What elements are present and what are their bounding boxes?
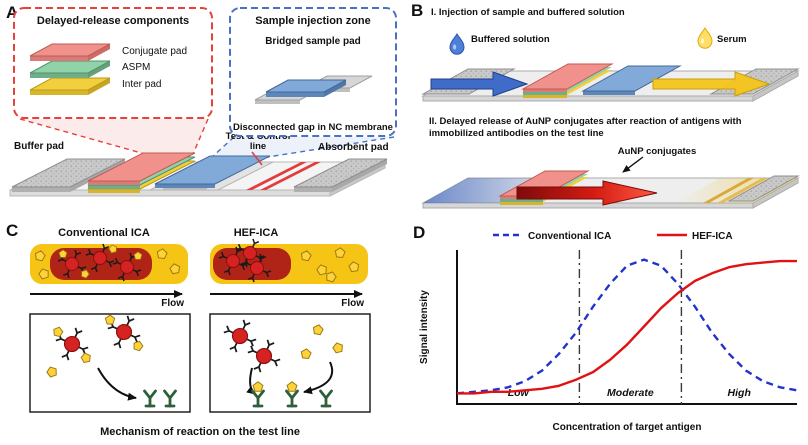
absorbent-pad [293,158,388,192]
panel-d: D Conventional ICA HEF-ICA Signal intens… [413,223,798,433]
buffered-solution-label: Buffered solution [471,34,550,45]
test-control-pointer [251,151,263,166]
conjugate-pad-label: Conjugate pad [122,46,187,57]
test-line-stripe-2 [717,178,768,203]
panel-c-caption: Mechanism of reaction on the test line [100,426,300,438]
bridged-sample-pad-label: Bridged sample pad [265,36,361,47]
panel-b-label: B [411,1,423,20]
test-line-stripe-1 [703,178,754,203]
conjugate-pad-strip [87,152,196,182]
strip-step1 [421,63,800,102]
reaction-arrow [97,367,137,401]
bridged-sample-pad-icon [265,79,347,93]
serum-label: Serum [717,34,747,45]
buffer-pad [11,158,126,192]
lateral-flow-strip: Buffer pad Test & Control line Absorbent… [9,131,389,197]
panel-b: B I. Injection of sample and buffered so… [411,1,800,209]
bridged-sample-pad-strip [149,155,274,191]
red-funnel-fill [20,119,208,154]
buffer-pad-label: Buffer pad [14,141,64,152]
region-label-moderate: Moderate [607,387,654,399]
step2-heading-2: immobilized antibodies on the test line [429,128,604,139]
reaction-box-left [29,313,191,413]
flow-label-right: Flow [341,298,364,309]
chart-axes [456,250,797,405]
region-label-low: Low [508,387,530,399]
hef-capsule [210,238,368,284]
inter-pad-layer [29,77,111,91]
test-control-label-2: line [250,141,266,152]
absorbent-pad-step2 [727,175,800,202]
aspm-label: ASPM [122,62,150,73]
delayed-release-arrow [516,180,658,206]
strip-step2 [421,170,800,209]
aspm-layer [29,60,111,74]
gap-label: Disconnected gap in NC membrane [233,122,393,133]
sample-injection-box: Sample injection zone Bridged sample pad… [229,7,397,137]
hef-ica-title: HEF-ICA [234,227,279,239]
step2-heading-1: II. Delayed release of AuNP conjugates a… [429,116,742,127]
sample-box-title: Sample injection zone [255,15,371,27]
delayed-box-title: Delayed-release components [37,15,189,27]
sample-pad-step1 [581,65,682,95]
x-axis-label: Concentration of target antigen [553,422,702,433]
legend-label-conventional: Conventional ICA [528,231,611,242]
inter-pad-label: Inter pad [122,79,161,90]
layer-stack [29,43,111,95]
step1-heading: I. Injection of sample and buffered solu… [431,7,625,18]
red-funnel-edges [19,118,209,155]
zoom-funnels [19,118,395,158]
serum-droplet [697,27,713,49]
reaction-arrow [303,361,334,395]
hef-ica-curve [457,259,797,395]
panel-c-label: C [6,222,18,240]
reaction-box-right [209,313,371,413]
blue-funnel-edges [211,136,395,158]
region-label-high: High [728,387,751,399]
conventional-capsule [30,243,188,284]
aunp-pointer-arrow [622,156,644,173]
buffer-flow-arrow [430,71,529,97]
panel-d-label: D [413,223,425,242]
legend-label-hef: HEF-ICA [692,231,733,242]
y-axis-label: Signal intensity [419,290,430,364]
delayed-release-stack [87,152,196,193]
panel-c: C Conventional ICA HEF-ICA Flow [6,222,371,438]
panel-a: A [6,3,397,197]
stack-step1 [521,63,614,98]
aunp-conjugates-label: AuNP conjugates [618,146,696,157]
delayed-release-box: Delayed-release components Conjugate pad… [13,7,213,119]
serum-flow-arrow [652,71,771,97]
conjugate-pad-layer [29,43,111,57]
flow-label-left: Flow [161,298,184,309]
blue-dashed-box [229,7,397,137]
conventional-ica-curve [456,258,798,395]
absorbent-pad-label: Absorbent pad [318,142,389,153]
bridge-graphic [254,75,373,104]
chart-legend: Conventional ICA HEF-ICA [493,231,733,242]
blue-funnel-fill [212,137,394,157]
conventional-ica-title: Conventional ICA [58,227,150,239]
buffered-solution-droplet [449,33,465,55]
test-control-stripes [246,162,321,190]
